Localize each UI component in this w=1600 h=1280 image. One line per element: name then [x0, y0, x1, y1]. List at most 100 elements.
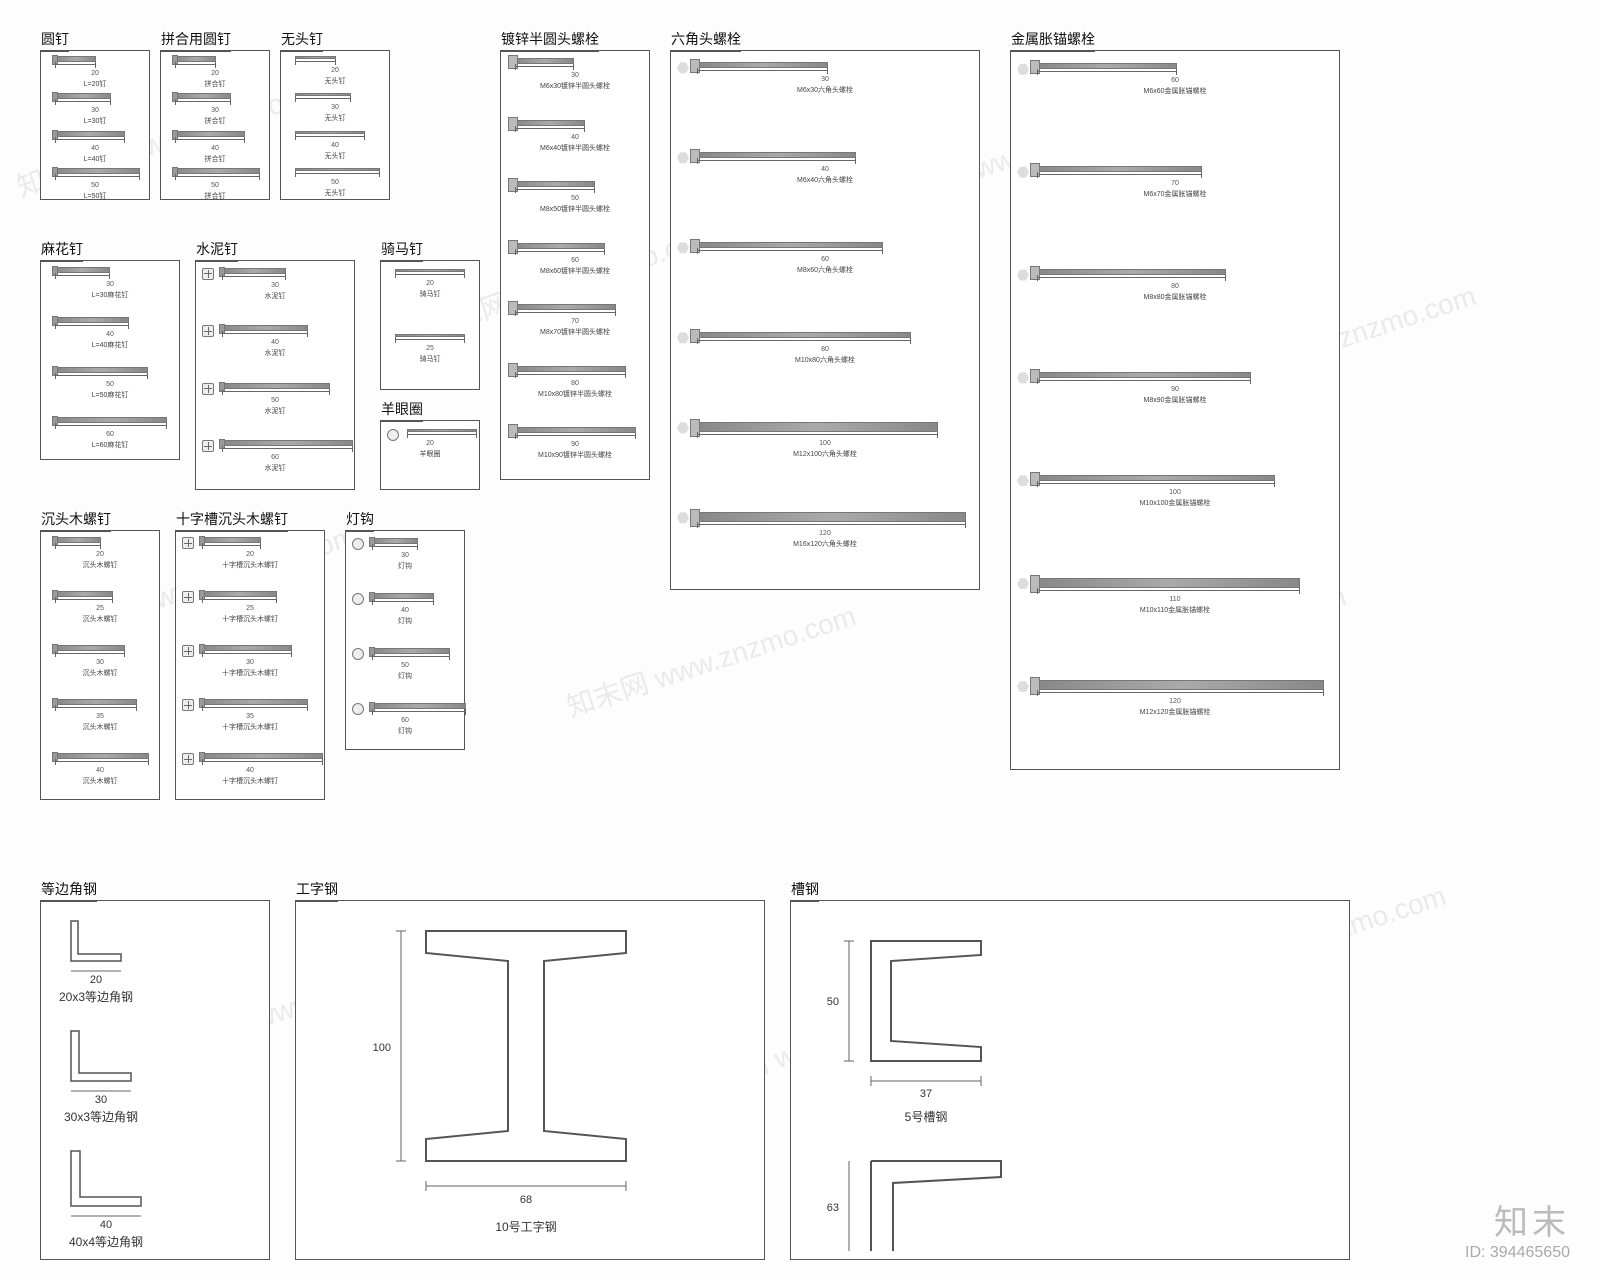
fastener-caption: 沉头木螺钉 [49, 560, 151, 570]
fastener-shape [175, 56, 216, 62]
panel-title: 工字钢 [296, 879, 338, 902]
fastener-caption: M10x90镀锌半圆头螺栓 [509, 450, 641, 460]
fastener-shape [202, 699, 308, 705]
svg-text:10号工字钢: 10号工字钢 [495, 1219, 556, 1234]
hex-topview-icon [1017, 578, 1029, 590]
fastener-item: 50M8x50镀锌半圆头螺栓 [509, 181, 641, 230]
fastener-item: 80M8x80金属胀锚螺栓 [1019, 269, 1331, 351]
dimension-line [515, 312, 616, 320]
fastener-shape [202, 591, 277, 597]
fastener-shape [372, 538, 418, 544]
dimension-line [222, 448, 353, 456]
fastener-item: 60L=60麻花钉 [49, 417, 171, 457]
fastener-caption: 灯钩 [354, 616, 456, 626]
dimension-line [55, 375, 148, 383]
fastener-shape [222, 268, 286, 274]
fastener-shape [1037, 475, 1275, 481]
dimension-line [55, 64, 96, 72]
dimension-line [55, 761, 149, 769]
fastener-shape [202, 645, 292, 651]
panel-expansion-anchors: 金属胀锚螺栓60M6x60金属胀锚螺栓70M6x70金属胀锚螺栓80M8x80金… [1010, 50, 1340, 770]
fastener-shape [372, 648, 450, 654]
hex-topview-icon [677, 512, 689, 524]
panel-title: 圆钉 [41, 29, 69, 52]
fastener-item: 60M6x60金属胀锚螺栓 [1019, 63, 1331, 145]
dimension-line [395, 274, 465, 282]
svg-text:20x3等边角钢: 20x3等边角钢 [59, 990, 133, 1004]
fastener-item: 30M6x30镀锌半圆头螺栓 [509, 58, 641, 107]
fastener-shape [55, 56, 96, 62]
hex-topview-icon [1017, 63, 1029, 75]
dimension-line [1037, 380, 1251, 388]
fastener-shape [55, 699, 137, 705]
svg-text:50: 50 [827, 996, 839, 1008]
fastener-caption: L=50麻花钉 [49, 390, 171, 400]
fastener-item: 30无头钉 [289, 93, 381, 123]
fastener-caption: 十字槽沉头木螺钉 [184, 560, 316, 570]
fastener-caption: M8x80金属胀锚螺栓 [1019, 292, 1331, 302]
dimension-line [202, 653, 292, 661]
svg-text:30x3等边角钢: 30x3等边角钢 [64, 1110, 138, 1124]
dimension-line [1037, 692, 1324, 700]
fastener-item: 30灯钩 [354, 538, 456, 582]
panel-channel-steel: 槽钢 50 37 5号槽钢 63 [790, 900, 1350, 1260]
fastener-caption: 骑马钉 [389, 354, 471, 364]
panel-galv-bolts: 镀锌半圆头螺栓30M6x30镀锌半圆头螺栓40M6x40镀锌半圆头螺栓50M8x… [500, 50, 650, 480]
fastener-shape [697, 62, 828, 68]
svg-text:30: 30 [95, 1094, 107, 1106]
cross-topview-icon [182, 591, 194, 603]
fastener-caption: 沉头木螺钉 [49, 722, 151, 732]
fastener-item: 50灯钩 [354, 648, 456, 692]
fastener-caption: 灯钩 [354, 726, 456, 736]
hex-topview-icon [677, 62, 689, 74]
fastener-item: 40沉头木螺钉 [49, 753, 151, 796]
hex-topview-icon [1017, 680, 1029, 692]
fastener-shape [175, 168, 260, 174]
dimension-line [295, 61, 336, 69]
fastener-item: 60M8x60六角头螺栓 [679, 242, 971, 314]
fastener-caption: M6x30六角头螺栓 [679, 85, 971, 95]
fastener-item: 70M8x70镀锌半圆头螺栓 [509, 304, 641, 353]
fastener-item: 40M6x40镀锌半圆头螺栓 [509, 120, 641, 169]
panel-hex-bolts: 六角头螺栓30M6x30六角头螺栓40M6x40六角头螺栓60M8x60六角头螺… [670, 50, 980, 590]
panel-title: 羊眼圈 [381, 399, 423, 422]
fastener-shape [1037, 372, 1251, 378]
fastener-shape [222, 383, 330, 389]
svg-text:40x4等边角钢: 40x4等边角钢 [69, 1235, 143, 1249]
hex-topview-icon [677, 152, 689, 164]
fastener-shape [55, 267, 110, 273]
fastener-caption: 无头钉 [289, 151, 381, 161]
fastener-item: 20羊眼圈 [389, 429, 471, 485]
fastener-caption: 水泥钉 [204, 406, 346, 416]
fastener-caption: 水泥钉 [204, 348, 346, 358]
fastener-caption: 灯钩 [354, 561, 456, 571]
dimension-line [697, 250, 883, 258]
fastener-caption: M6x40六角头螺栓 [679, 175, 971, 185]
fastener-shape [515, 243, 605, 249]
dimension-line [395, 339, 465, 347]
fastener-item: 30L=30麻花钉 [49, 267, 171, 307]
fastener-shape [697, 152, 856, 158]
fastener-item: 120M16x120六角头螺栓 [679, 512, 971, 584]
fastener-item: 30M6x30六角头螺栓 [679, 62, 971, 134]
panel-twist-nails: 麻花钉30L=30麻花钉40L=40麻花钉50L=50麻花钉60L=60麻花钉 [40, 260, 180, 460]
svg-text:68: 68 [520, 1194, 532, 1206]
dimension-line [55, 101, 111, 109]
fastener-shape [295, 93, 351, 96]
dimension-line [515, 189, 595, 197]
fastener-caption: 沉头木螺钉 [49, 776, 151, 786]
panel-join-nails: 拼合用圆钉20拼合钉30拼合钉40拼合钉50拼合钉 [160, 50, 270, 200]
fastener-item: 40灯钩 [354, 593, 456, 637]
fastener-item: 40无头钉 [289, 131, 381, 161]
fastener-item: 100M10x100金属胀锚螺栓 [1019, 475, 1331, 557]
fastener-caption: 灯钩 [354, 671, 456, 681]
fastener-caption: 羊眼圈 [389, 449, 471, 459]
cross-topview-icon [202, 325, 214, 337]
dimension-line [697, 524, 966, 532]
fastener-caption: 十字槽沉头木螺钉 [184, 614, 316, 624]
fastener-shape [515, 366, 626, 372]
panel-title: 麻花钉 [41, 239, 83, 262]
dimension-line [175, 139, 245, 147]
fastener-shape [1037, 269, 1226, 275]
fastener-item: 20L=20钉 [49, 56, 141, 86]
